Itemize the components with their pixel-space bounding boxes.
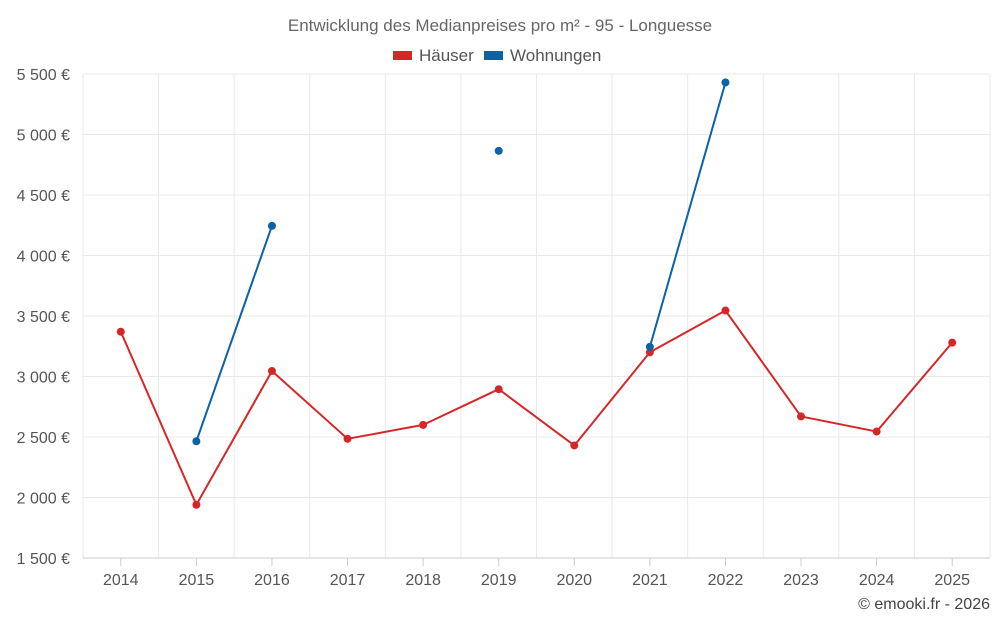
data-point[interactable] — [721, 306, 730, 315]
y-tick-label: 4 000 € — [17, 249, 70, 266]
x-tick-label: 2018 — [405, 572, 441, 589]
y-tick-label: 2 500 € — [17, 430, 70, 447]
series-line — [119, 309, 953, 506]
data-point[interactable] — [267, 367, 276, 376]
x-tick-label: 2022 — [708, 572, 744, 589]
x-tick-label: 2014 — [103, 572, 139, 589]
x-tick-label: 2017 — [330, 572, 366, 589]
legend: Häuser Wohnungen — [393, 46, 601, 65]
data-point[interactable] — [116, 327, 125, 336]
x-tick-label: 2019 — [481, 572, 517, 589]
x-tick-label: 2024 — [859, 572, 895, 589]
data-point[interactable] — [721, 78, 730, 87]
x-tick-label: 2025 — [934, 572, 970, 589]
y-tick-label: 3 000 € — [17, 370, 70, 387]
data-point[interactable] — [192, 437, 201, 446]
legend-swatch-haeuser — [393, 51, 412, 60]
series-haeuser — [116, 306, 957, 509]
y-tick-label: 1 500 € — [17, 551, 70, 568]
data-point[interactable] — [872, 427, 881, 436]
chart-title: Entwicklung des Medianpreises pro m² - 9… — [288, 16, 712, 35]
credit-text: © emooki.fr - 2026 — [858, 596, 990, 613]
legend-item-haeuser[interactable]: Häuser — [393, 46, 474, 65]
y-axis: 1 500 € 2 000 € 2 500 € 3 000 € 3 500 € 4 000… — [17, 67, 70, 568]
data-point[interactable] — [494, 385, 503, 394]
y-tick-label: 5 500 € — [17, 67, 70, 84]
legend-item-wohnungen[interactable]: Wohnungen — [484, 46, 601, 65]
x-tick-label: 2021 — [632, 572, 668, 589]
data-point[interactable] — [343, 434, 352, 443]
data-point[interactable] — [192, 500, 201, 509]
series-wohnungen — [192, 78, 730, 446]
legend-swatch-wohnungen — [484, 51, 503, 60]
y-tick-label: 2 000 € — [17, 491, 70, 508]
y-tick-label: 3 500 € — [17, 309, 70, 326]
series-line — [195, 225, 273, 442]
data-point[interactable] — [797, 412, 806, 421]
legend-label-haeuser: Häuser — [419, 46, 474, 65]
data-point[interactable] — [494, 146, 503, 155]
data-point[interactable] — [267, 221, 276, 230]
data-point[interactable] — [645, 342, 654, 351]
x-tick-label: 2020 — [556, 572, 592, 589]
x-axis: 2014 2015 2016 2017 2018 2019 2020 2021 2022 2023… — [83, 557, 990, 589]
data-point[interactable] — [570, 441, 579, 450]
x-tick-label: 2023 — [783, 572, 819, 589]
series-line — [648, 82, 727, 348]
y-tick-label: 5 000 € — [17, 128, 70, 145]
legend-label-wohnungen: Wohnungen — [510, 46, 601, 65]
series — [116, 78, 957, 509]
grid — [82, 73, 991, 558]
x-tick-label: 2016 — [254, 572, 290, 589]
x-tick-label: 2015 — [179, 572, 215, 589]
data-point[interactable] — [419, 420, 428, 429]
data-point[interactable] — [948, 338, 957, 347]
y-tick-label: 4 500 € — [17, 188, 70, 205]
